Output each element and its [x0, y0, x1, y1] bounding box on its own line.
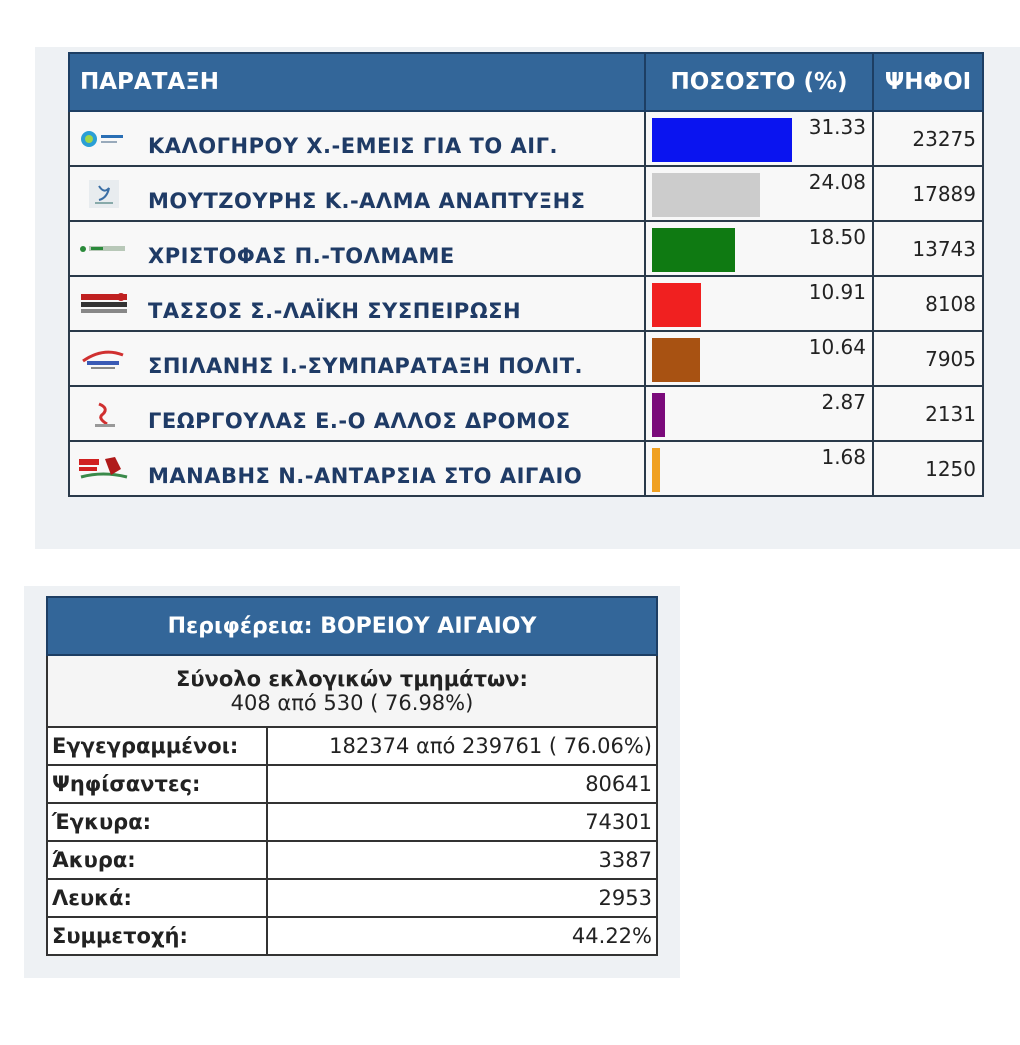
summary-row: Έγκυρα: 74301: [46, 802, 658, 842]
party-cell: ΜΟΥΤΖΟΥΡΗΣ Κ.-ΑΛΜΑ ΑΝΑΠΤΥΞΗΣ: [68, 165, 646, 222]
percent-value: 31.33: [808, 115, 866, 139]
summary-row: Ψηφίσαντες: 80641: [46, 764, 658, 804]
party-cell: ΜΑΝΑΒΗΣ Ν.-ΑΝΤΑΡΣΙΑ ΣΤΟ ΑΙΓΑΙΟ: [68, 440, 646, 497]
tolmame-logo-icon: [76, 231, 132, 267]
votes-value: 13743: [872, 220, 984, 277]
percent-cell: 18.50: [644, 220, 874, 277]
summary-table: Περιφέρεια: ΒΟΡΕΙΟΥ ΑΙΓΑΙΟΥ Σύνολο εκλογ…: [46, 596, 658, 956]
summary-value: 80641: [266, 764, 658, 804]
percent-cell: 31.33: [644, 110, 874, 167]
summary-value: 2953: [266, 878, 658, 918]
summary-row: Άκυρα: 3387: [46, 840, 658, 880]
percent-bar: [652, 393, 665, 437]
table-row: ΧΡΙΣΤΟΦΑΣ Π.-ΤΟΛΜΑΜΕ 18.50 13743: [68, 220, 984, 277]
percent-bar: [652, 283, 701, 327]
party-cell: ΓΕΩΡΓΟΥΛΑΣ Ε.-Ο ΑΛΛΟΣ ΔΡΟΜΟΣ: [68, 385, 646, 442]
sections-cell: Σύνολο εκλογικών τμημάτων: 408 από 530 (…: [46, 654, 658, 728]
percent-bar: [652, 228, 735, 272]
party-cell: ΣΠΙΛΑΝΗΣ Ι.-ΣΥΜΠΑΡΑΤΑΞΗ ΠΟΛΙΤ.: [68, 330, 646, 387]
summary-value: 44.22%: [266, 916, 658, 956]
party-name: ΣΠΙΛΑΝΗΣ Ι.-ΣΥΜΠΑΡΑΤΑΞΗ ΠΟΛΙΤ.: [148, 353, 583, 378]
percent-bar: [652, 173, 760, 217]
header-party: ΠΑΡΑΤΑΞΗ: [68, 52, 646, 112]
table-row: ΜΑΝΑΒΗΣ Ν.-ΑΝΤΑΡΣΙΑ ΣΤΟ ΑΙΓΑΙΟ 1.68 1250: [68, 440, 984, 497]
summary-label: Άκυρα:: [46, 840, 268, 880]
percent-value: 10.64: [808, 335, 866, 359]
percent-value: 10.91: [808, 280, 866, 304]
symparataxi-logo-icon: [76, 341, 132, 377]
sections-value: 408 από 530 ( 76.98%): [230, 691, 474, 715]
results-table: ΠΑΡΑΤΑΞΗ ΠΟΣΟΣΤΟ (%) ΨΗΦΟΙ ΚΑΛΟΓΗΡΟΥ Χ.-…: [68, 52, 984, 497]
table-row: ΣΠΙΛΑΝΗΣ Ι.-ΣΥΜΠΑΡΑΤΑΞΗ ΠΟΛΙΤ. 10.64 7905: [68, 330, 984, 387]
table-row: ΚΑΛΟΓΗΡΟΥ Χ.-ΕΜΕΙΣ ΓΙΑ ΤΟ ΑΙΓ. 31.33 23275: [68, 110, 984, 167]
percent-bar: [652, 448, 660, 492]
votes-value: 2131: [872, 385, 984, 442]
laiki-syspeirosi-logo-icon: [76, 286, 132, 322]
party-name: ΤΑΣΣΟΣ Σ.-ΛΑΪΚΗ ΣΥΣΠΕΙΡΩΣΗ: [148, 298, 522, 323]
alma-logo-icon: [76, 176, 132, 212]
party-cell: ΤΑΣΣΟΣ Σ.-ΛΑΪΚΗ ΣΥΣΠΕΙΡΩΣΗ: [68, 275, 646, 332]
party-name: ΓΕΩΡΓΟΥΛΑΣ Ε.-Ο ΑΛΛΟΣ ΔΡΟΜΟΣ: [148, 408, 571, 433]
percent-cell: 1.68: [644, 440, 874, 497]
results-body: ΚΑΛΟΓΗΡΟΥ Χ.-ΕΜΕΙΣ ΓΙΑ ΤΟ ΑΙΓ. 31.33 23275…: [68, 110, 984, 497]
summary-label: Λευκά:: [46, 878, 268, 918]
antarsia-logo-icon: [76, 451, 132, 487]
summary-row: Συμμετοχή: 44.22%: [46, 916, 658, 956]
percent-bar: [652, 118, 792, 162]
party-cell: ΧΡΙΣΤΟΦΑΣ Π.-ΤΟΛΜΑΜΕ: [68, 220, 646, 277]
sections-label: Σύνολο εκλογικών τμημάτων:: [176, 667, 528, 691]
summary-row: Εγγεγραμμένοι: 182374 από 239761 ( 76.06%…: [46, 726, 658, 766]
percent-value: 18.50: [808, 225, 866, 249]
allos-dromos-logo-icon: [76, 396, 132, 432]
summary-body: Σύνολο εκλογικών τμημάτων: 408 από 530 (…: [46, 654, 658, 956]
party-name: ΜΑΝΑΒΗΣ Ν.-ΑΝΤΑΡΣΙΑ ΣΤΟ ΑΙΓΑΙΟ: [148, 463, 583, 488]
votes-value: 1250: [872, 440, 984, 497]
summary-label: Συμμετοχή:: [46, 916, 268, 956]
votes-value: 23275: [872, 110, 984, 167]
percent-bar: [652, 338, 700, 382]
summary-value: 182374 από 239761 ( 76.06%): [266, 726, 658, 766]
header-percent: ΠΟΣΟΣΤΟ (%): [644, 52, 874, 112]
percent-cell: 2.87: [644, 385, 874, 442]
summary-header-row: Περιφέρεια: ΒΟΡΕΙΟΥ ΑΙΓΑΙΟΥ: [46, 596, 658, 656]
party-name: ΧΡΙΣΤΟΦΑΣ Π.-ΤΟΛΜΑΜΕ: [148, 243, 455, 268]
summary-label: Έγκυρα:: [46, 802, 268, 842]
summary-label: Εγγεγραμμένοι:: [46, 726, 268, 766]
votes-value: 17889: [872, 165, 984, 222]
summary-value: 74301: [266, 802, 658, 842]
summary-row: Λευκά: 2953: [46, 878, 658, 918]
party-name: ΚΑΛΟΓΗΡΟΥ Χ.-ΕΜΕΙΣ ΓΙΑ ΤΟ ΑΙΓ.: [148, 133, 558, 158]
percent-cell: 10.64: [644, 330, 874, 387]
summary-value: 3387: [266, 840, 658, 880]
party-name: ΜΟΥΤΖΟΥΡΗΣ Κ.-ΑΛΜΑ ΑΝΑΠΤΥΞΗΣ: [148, 188, 586, 213]
percent-value: 2.87: [821, 390, 866, 414]
percent-value: 1.68: [821, 445, 866, 469]
table-row: ΓΕΩΡΓΟΥΛΑΣ Ε.-Ο ΑΛΛΟΣ ΔΡΟΜΟΣ 2.87 2131: [68, 385, 984, 442]
emeis-logo-icon: [76, 121, 132, 157]
table-row: ΤΑΣΣΟΣ Σ.-ΛΑΪΚΗ ΣΥΣΠΕΙΡΩΣΗ 10.91 8108: [68, 275, 984, 332]
percent-cell: 24.08: [644, 165, 874, 222]
percent-cell: 10.91: [644, 275, 874, 332]
percent-value: 24.08: [808, 170, 866, 194]
votes-value: 8108: [872, 275, 984, 332]
sections-row: Σύνολο εκλογικών τμημάτων: 408 από 530 (…: [46, 654, 658, 728]
table-row: ΜΟΥΤΖΟΥΡΗΣ Κ.-ΑΛΜΑ ΑΝΑΠΤΥΞΗΣ 24.08 17889: [68, 165, 984, 222]
party-cell: ΚΑΛΟΓΗΡΟΥ Χ.-ΕΜΕΙΣ ΓΙΑ ΤΟ ΑΙΓ.: [68, 110, 646, 167]
summary-label: Ψηφίσαντες:: [46, 764, 268, 804]
region-title: Περιφέρεια: ΒΟΡΕΙΟΥ ΑΙΓΑΙΟΥ: [46, 596, 658, 656]
votes-value: 7905: [872, 330, 984, 387]
results-header-row: ΠΑΡΑΤΑΞΗ ΠΟΣΟΣΤΟ (%) ΨΗΦΟΙ: [68, 52, 984, 112]
header-votes: ΨΗΦΟΙ: [872, 52, 984, 112]
